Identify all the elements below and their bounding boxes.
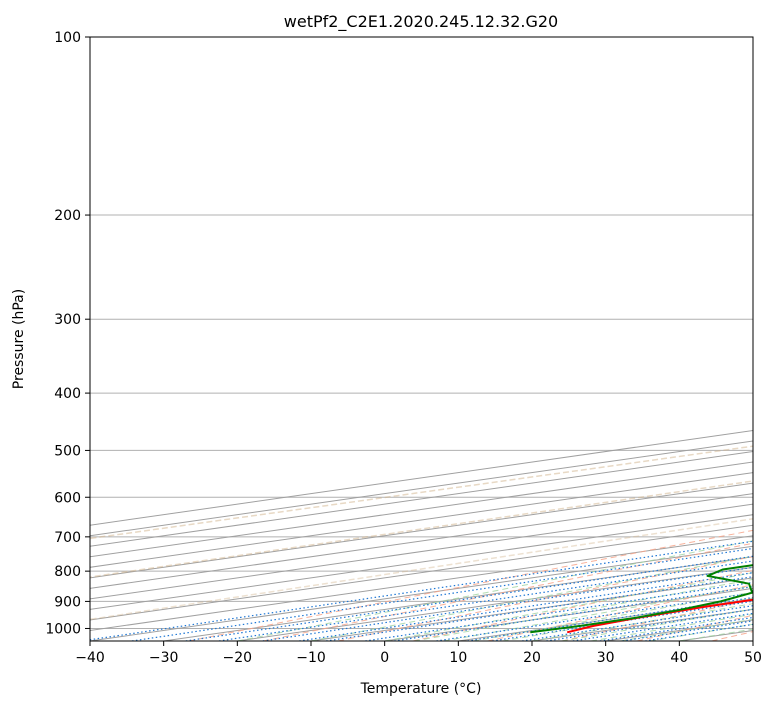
x-tick-label: −40 <box>75 650 105 666</box>
plot-background <box>90 37 753 641</box>
y-tick-label: 700 <box>54 530 81 546</box>
isotherm-line <box>752 640 753 641</box>
y-tick-label: 400 <box>54 386 81 402</box>
isotherm-line <box>90 461 753 558</box>
x-axis: −40 −30 −20 −10 0 10 20 30 40 50 <box>75 641 762 666</box>
plot-frame <box>89 36 754 642</box>
mixing-ratio-line <box>326 576 753 641</box>
isotherm-line <box>90 535 753 631</box>
mixing-ratio-line <box>365 581 753 641</box>
background-lines <box>90 37 753 641</box>
y-tick-label: 200 <box>54 208 81 224</box>
x-tick-label: −30 <box>149 650 179 666</box>
mixing-ratio-line <box>394 586 753 641</box>
chart-title: wetPf2_C2E1.2020.245.12.32.G20 <box>284 12 558 32</box>
isotherm-line <box>90 503 753 600</box>
y-tick-label: 300 <box>54 312 81 328</box>
dry-adiabat-line <box>263 542 753 641</box>
x-tick-label: 40 <box>670 650 688 666</box>
moist-adiabat-line <box>384 572 753 641</box>
x-tick-label: −10 <box>296 650 326 666</box>
dry-adiabat-line <box>487 584 753 641</box>
x-tick-label: 0 <box>380 650 389 666</box>
moist-adiabat-line <box>443 585 753 641</box>
y-tick-label: 800 <box>54 564 81 580</box>
y-tick-label: 1000 <box>45 621 81 637</box>
y-tick-label: 100 <box>54 30 81 46</box>
x-tick-label: 10 <box>449 650 467 666</box>
y-axis-label: Pressure (hPa) <box>11 289 27 389</box>
dry-adiabat-line <box>188 529 753 641</box>
x-tick-label: 20 <box>523 650 541 666</box>
x-tick-label: 50 <box>744 650 762 666</box>
isotherm-line <box>90 524 753 621</box>
moist-adiabat-line <box>237 540 753 641</box>
isotherm-line <box>90 493 753 589</box>
x-tick-label: −20 <box>223 650 253 666</box>
y-tick-label: 600 <box>54 490 81 506</box>
moist-adiabat-line <box>310 555 753 641</box>
y-tick-label: 900 <box>54 594 81 610</box>
y-tick-label: 500 <box>54 443 81 459</box>
x-tick-label: 30 <box>597 650 615 666</box>
isotherm-line <box>90 451 753 547</box>
mixing-ratio-line <box>131 547 753 641</box>
isotherm-line <box>90 514 753 610</box>
isotherm-line <box>90 482 753 579</box>
mixing-ratio-line <box>436 592 753 641</box>
y-axis: 100 200 300 400 500 600 700 800 900 1000 <box>45 30 90 637</box>
x-axis-label: Temperature (°C) <box>360 681 482 697</box>
isotherm-line <box>90 472 753 568</box>
